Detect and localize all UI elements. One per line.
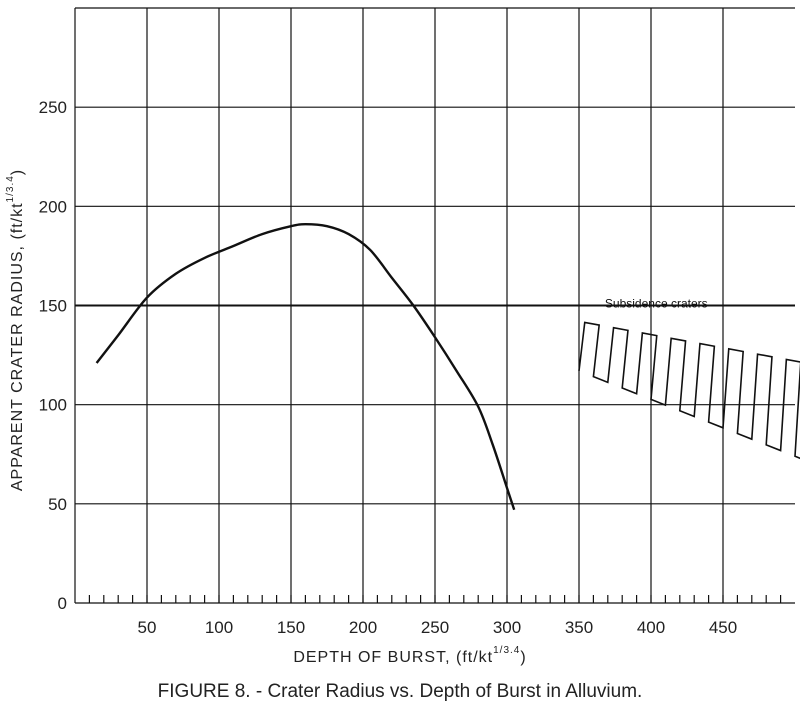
x-tick-label: 300 [493, 618, 521, 637]
x-tick-label: 150 [277, 618, 305, 637]
y-axis-label: APPARENT CRATER RADIUS, (ft/kt1/3.4) [5, 169, 26, 491]
y-tick-label: 250 [39, 98, 67, 117]
series-line [95, 222, 516, 511]
x-tick-label: 250 [421, 618, 449, 637]
figure-caption: FIGURE 8. - Crater Radius vs. Depth of B… [157, 681, 643, 702]
x-tick-label: 400 [637, 618, 665, 637]
y-tick-labels: 0 50 100 150 200 250 [39, 98, 67, 613]
y-tick-label: 100 [39, 396, 67, 415]
x-axis-label: DEPTH OF BURST, (ft/kt1/3.4) [293, 645, 526, 666]
x-tick-labels: 50 100 150 200 250 300 350 400 450 [138, 618, 738, 637]
x-tick-label: 450 [709, 618, 737, 637]
y-tick-label: 50 [48, 495, 67, 514]
subsidence-hatch [578, 321, 800, 460]
y-tick-label: 150 [39, 297, 67, 316]
grid [74, 7, 795, 604]
chart: 50 100 150 200 250 300 350 400 450 0 50 100 150 200 2… [5, 7, 800, 666]
y-tick-label: 200 [39, 197, 67, 216]
subsidence-band [578, 321, 800, 460]
y-tick-label: 0 [58, 594, 67, 613]
x-tick-label: 200 [349, 618, 377, 637]
x-tick-label: 100 [205, 618, 233, 637]
x-tick-label: 50 [138, 618, 157, 637]
x-tick-label: 350 [565, 618, 593, 637]
x-minor-ticks [88, 595, 782, 603]
annotation-subsidence-craters: Subsidence craters [605, 296, 708, 310]
